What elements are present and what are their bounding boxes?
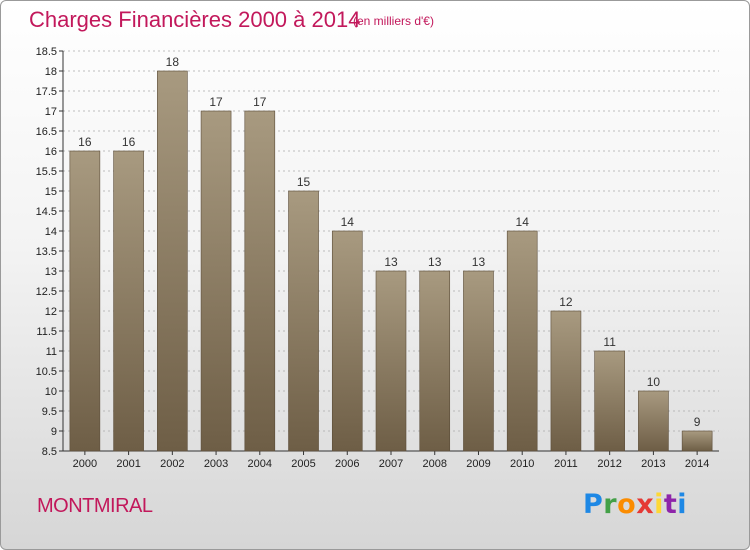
y-tick-label: 11 — [46, 346, 57, 358]
logo-letter: t — [663, 489, 678, 520]
bar-2006 — [331, 230, 363, 452]
bar-2013 — [638, 390, 669, 452]
logo-letter: r — [603, 489, 618, 520]
y-tick-label: 17.5 — [36, 86, 57, 98]
y-tick-label: 13.5 — [36, 246, 57, 258]
x-tick-label: 2009 — [466, 458, 490, 470]
bar-2007 — [375, 270, 407, 452]
logo-letter: i — [677, 489, 688, 520]
logo-letter: P — [583, 489, 604, 520]
data-label-2009: 13 — [472, 255, 486, 269]
data-label-2000: 16 — [78, 135, 92, 149]
y-tick-label: 12 — [45, 306, 57, 318]
bar-2002 — [157, 70, 188, 452]
bars — [69, 70, 713, 452]
y-tick-label: 14.5 — [36, 206, 57, 218]
chart-subtitle: (en milliers d'€) — [353, 14, 434, 28]
y-tick-label: 17 — [45, 106, 57, 118]
data-label-2007: 13 — [384, 255, 398, 269]
x-tick-label: 2000 — [73, 458, 97, 470]
y-tick-label: 10 — [45, 386, 57, 398]
bar-2000 — [69, 150, 101, 452]
bar-2003 — [200, 110, 232, 452]
data-label-2005: 15 — [297, 175, 311, 189]
bar-2014 — [681, 430, 713, 452]
logo-letter: i — [654, 489, 664, 520]
data-label-2003: 17 — [209, 95, 223, 109]
bar-2001 — [113, 150, 144, 452]
axes: 8.599.51010.51111.51212.51313.51414.5151… — [36, 46, 719, 470]
y-tick-label: 10.5 — [36, 366, 57, 378]
y-tick-label: 15 — [45, 186, 57, 198]
data-label-2008: 13 — [428, 255, 442, 269]
y-tick-label: 11.5 — [36, 326, 57, 338]
bar-2010 — [506, 230, 538, 452]
y-tick-label: 14 — [45, 226, 57, 238]
x-tick-label: 2003 — [204, 458, 228, 470]
data-label-2014: 9 — [694, 415, 701, 429]
data-labels: 16 16 18 17 17 15 14 13 13 13 14 12 11 10 9 — [78, 55, 701, 429]
x-tick-label: 2012 — [597, 458, 621, 470]
data-label-2013: 10 — [647, 375, 661, 389]
commune-name: MONTMIRAL — [37, 495, 153, 517]
x-tick-label: 2014 — [685, 458, 709, 470]
bar-2008 — [419, 270, 451, 452]
data-label-2010: 14 — [516, 215, 530, 229]
bar-2009 — [463, 270, 494, 452]
data-label-2012: 11 — [603, 335, 616, 349]
chart-title: Charges Financières 2000 à 2014 — [29, 7, 361, 32]
x-tick-label: 2013 — [641, 458, 665, 470]
x-tick-label: 2008 — [422, 458, 446, 470]
y-tick-label: 9.5 — [42, 406, 57, 418]
y-tick-label: 16.5 — [36, 126, 57, 138]
data-label-2011: 12 — [559, 295, 573, 309]
bar-2005 — [288, 190, 319, 452]
y-tick-label: 15.5 — [36, 166, 57, 178]
bar-2004 — [244, 110, 276, 452]
y-tick-label: 13 — [45, 266, 57, 278]
proxiti-logo: Proxiti — [583, 489, 687, 520]
data-label-2006: 14 — [341, 215, 355, 229]
x-tick-label: 2004 — [248, 458, 272, 470]
x-tick-label: 2005 — [291, 458, 315, 470]
bar-2012 — [594, 350, 625, 452]
y-tick-label: 8.5 — [42, 446, 57, 458]
data-label-2001: 16 — [122, 135, 136, 149]
y-tick-label: 9 — [51, 426, 57, 438]
x-tick-label: 2010 — [510, 458, 534, 470]
y-tick-label: 18 — [45, 66, 57, 78]
x-tick-label: 2007 — [379, 458, 403, 470]
y-tick-label: 12.5 — [36, 286, 57, 298]
x-tick-label: 2006 — [335, 458, 359, 470]
data-label-2004: 17 — [253, 95, 267, 109]
logo-letter: o — [617, 489, 637, 520]
x-tick-label: 2001 — [116, 458, 140, 470]
x-tick-label: 2011 — [554, 458, 578, 470]
logo-letter: x — [636, 489, 655, 520]
bar-2011 — [550, 310, 582, 452]
y-tick-label: 16 — [45, 146, 57, 158]
y-tick-label: 18.5 — [36, 46, 57, 58]
x-tick-label: 2002 — [160, 458, 184, 470]
data-label-2002: 18 — [166, 55, 180, 69]
